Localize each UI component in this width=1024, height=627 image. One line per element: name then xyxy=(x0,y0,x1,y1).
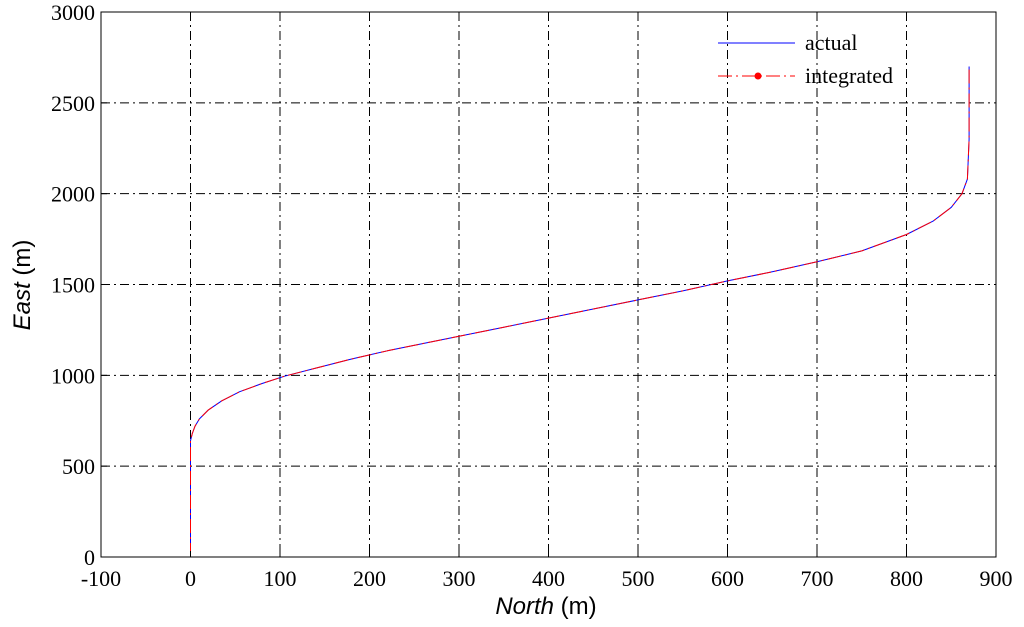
x-tick-label: 700 xyxy=(801,566,834,591)
x-tick-label: 300 xyxy=(443,566,476,591)
legend-integrated-label: integrated xyxy=(805,63,893,88)
legend: actual integrated xyxy=(718,30,893,88)
y-tick-label: 2500 xyxy=(51,91,95,116)
x-tick-label: -100 xyxy=(81,566,121,591)
x-axis-label: North (m) xyxy=(495,593,596,620)
y-tick-label: 2000 xyxy=(51,182,95,207)
x-tick-label: 100 xyxy=(264,566,297,591)
legend-actual-label: actual xyxy=(805,30,858,55)
x-tick-label: 900 xyxy=(980,566,1013,591)
y-tick-label: 0 xyxy=(84,545,95,570)
x-tick-label: 0 xyxy=(185,566,196,591)
x-tick-label: 500 xyxy=(622,566,655,591)
x-tick-label: 600 xyxy=(711,566,744,591)
series-layer xyxy=(190,66,970,557)
y-axis-label: East (m) xyxy=(9,240,36,331)
y-tick-label: 500 xyxy=(62,454,95,479)
x-tick-label: 800 xyxy=(890,566,923,591)
y-tick-label: 3000 xyxy=(51,0,95,25)
legend-integrated-marker xyxy=(754,72,762,80)
x-tick-label: 400 xyxy=(532,566,565,591)
ticks xyxy=(100,11,997,558)
series-line-integrated xyxy=(190,66,970,557)
y-tick-label: 1500 xyxy=(51,273,95,298)
x-tick-label: 200 xyxy=(353,566,386,591)
tick-labels: -100 0 100 200 300 400 500 600 700 800 90005001000… xyxy=(51,0,1013,591)
y-tick-label: 1000 xyxy=(51,363,95,388)
grid xyxy=(101,12,996,557)
